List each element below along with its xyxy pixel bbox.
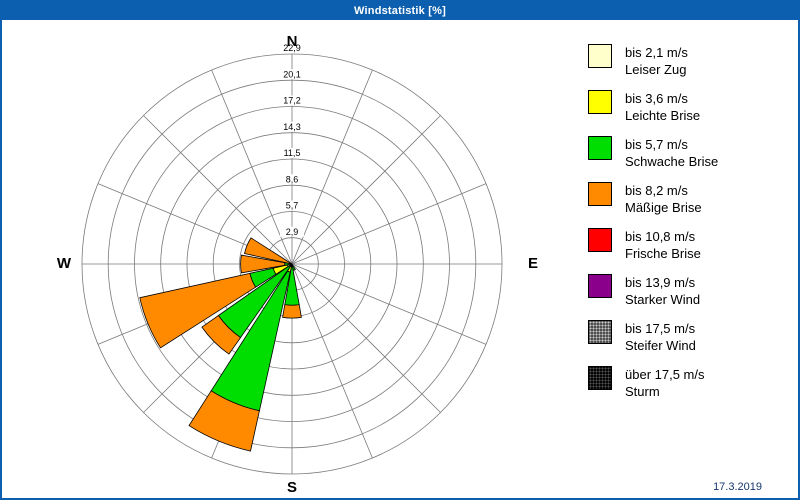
legend-color-swatch (588, 366, 612, 390)
legend-color-swatch (588, 228, 612, 252)
legend-desc-text: Frische Brise (625, 246, 701, 261)
legend-color-swatch (588, 90, 612, 114)
ring-value-label: 20,1 (283, 69, 301, 79)
legend-desc-text: Starker Wind (625, 292, 701, 307)
legend-speed-text: bis 3,6 m/s (625, 91, 688, 106)
legend-label: bis 8,2 m/s Mäßige Brise (625, 182, 702, 216)
compass-north-label: N (286, 33, 298, 50)
ring-value-label: 5,7 (286, 201, 299, 211)
legend-label: bis 2,1 m/s Leiser Zug (625, 44, 688, 78)
legend-item: bis 10,8 m/s Frische Brise (588, 228, 718, 262)
compass-east-label: E (527, 255, 539, 272)
legend-speed-text: bis 8,2 m/s (625, 183, 688, 198)
legend-label: bis 17,5 m/s Steifer Wind (625, 320, 696, 354)
legend-label: bis 13,9 m/s Starker Wind (625, 274, 700, 308)
legend-speed-text: bis 17,5 m/s (625, 321, 696, 336)
window-titlebar: Windstatistik [%] (2, 2, 798, 20)
compass-west-label: W (56, 255, 72, 272)
legend-color-swatch (588, 136, 612, 160)
date-label: 17.3.2019 (713, 481, 762, 493)
legend-speed-text: über 17,5 m/s (625, 367, 705, 382)
ring-value-label: 8,6 (286, 174, 299, 184)
legend-item: bis 3,6 m/s Leichte Brise (588, 90, 718, 124)
legend: bis 2,1 m/s Leiser Zug bis 3,6 m/s Leichte … (588, 44, 718, 400)
legend-speed-text: bis 2,1 m/s (625, 45, 688, 60)
ring-value-label: 2,9 (286, 227, 299, 237)
ring-value-label: 17,2 (283, 96, 301, 106)
legend-item: bis 17,5 m/s Steifer Wind (588, 320, 718, 354)
legend-desc-text: Schwache Brise (625, 154, 719, 169)
legend-label: bis 5,7 m/s Schwache Brise (625, 136, 718, 170)
legend-item: bis 8,2 m/s Mäßige Brise (588, 182, 718, 216)
legend-label: bis 10,8 m/s Frische Brise (625, 228, 701, 262)
ring-value-label: 22,9 (283, 43, 301, 53)
legend-color-swatch (588, 44, 612, 68)
legend-desc-text: Leichte Brise (625, 108, 701, 123)
legend-desc-text: Sturm (625, 384, 660, 399)
legend-desc-text: Leiser Zug (625, 62, 687, 77)
legend-item: über 17,5 m/s Sturm (588, 366, 718, 400)
legend-color-swatch (588, 320, 612, 344)
legend-label: über 17,5 m/s Sturm (625, 366, 705, 400)
legend-item: bis 2,1 m/s Leiser Zug (588, 44, 718, 78)
legend-speed-text: bis 5,7 m/s (625, 137, 688, 152)
legend-desc-text: Mäßige Brise (625, 200, 702, 215)
ring-value-label: 14,3 (283, 122, 301, 132)
compass-south-label: S (286, 479, 298, 496)
legend-color-swatch (588, 274, 612, 298)
legend-item: bis 5,7 m/s Schwache Brise (588, 136, 718, 170)
window-title: Windstatistik [%] (354, 5, 446, 17)
legend-item: bis 13,9 m/s Starker Wind (588, 274, 718, 308)
legend-label: bis 3,6 m/s Leichte Brise (625, 90, 700, 124)
ring-value-label: 11,5 (284, 148, 301, 158)
legend-speed-text: bis 13,9 m/s (625, 275, 696, 290)
legend-desc-text: Steifer Wind (625, 338, 696, 353)
legend-color-swatch (588, 182, 612, 206)
legend-speed-text: bis 10,8 m/s (625, 229, 696, 244)
